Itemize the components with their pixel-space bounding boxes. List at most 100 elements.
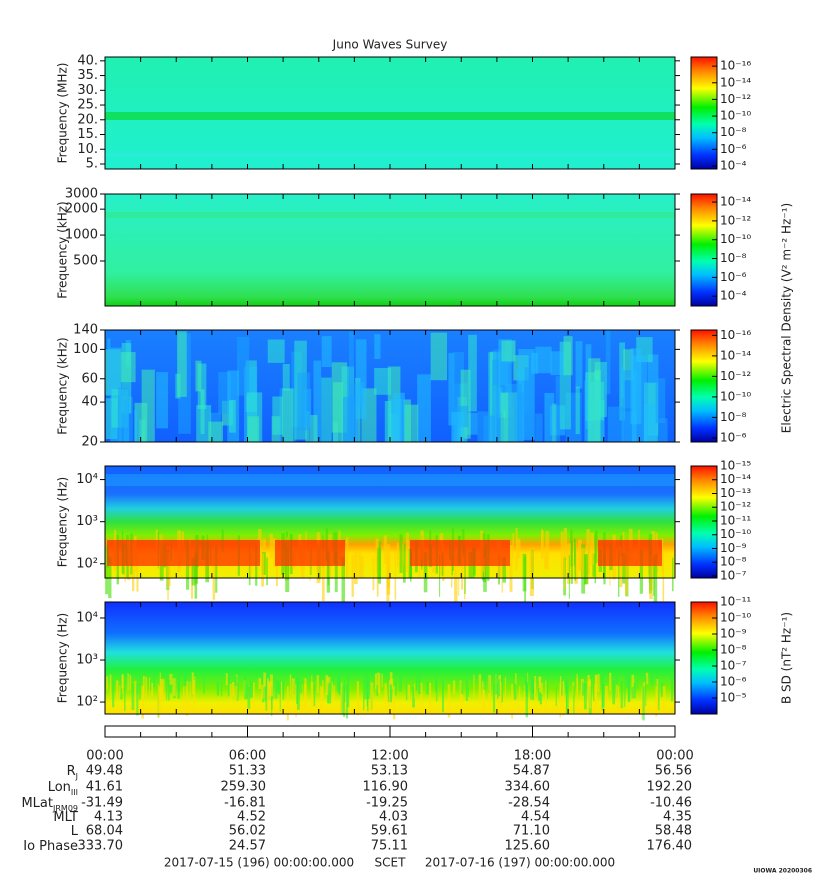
spectral-stripe — [296, 677, 300, 710]
spectral-patch — [297, 372, 311, 431]
spectral-stripe — [266, 678, 269, 711]
spectral-stripe — [327, 552, 330, 586]
colorbar-tick-label: 10⁻⁶ — [720, 430, 747, 444]
spectral-stripe — [279, 678, 281, 712]
spectral-stripe — [615, 684, 618, 700]
spectral-patch — [275, 540, 345, 566]
ephemeris-label: L — [71, 824, 79, 839]
spectral-stripe — [478, 674, 482, 705]
ephemeris-value: -19.25 — [366, 796, 408, 811]
ephemeris-label-text: MLT — [53, 810, 78, 825]
y-tick-label: 5. — [86, 156, 98, 171]
spectral-patch — [107, 540, 260, 566]
spectral-patch — [197, 363, 207, 410]
spectral-stripe — [500, 682, 502, 714]
ephemeris-value: 259.30 — [221, 780, 267, 795]
spectral-patch — [417, 374, 431, 442]
spectral-stripe — [657, 678, 660, 711]
spectral-stripe — [332, 677, 335, 693]
spectral-stripe — [386, 546, 391, 595]
spectral-stripe — [336, 674, 339, 692]
spectral-stripe — [261, 684, 264, 699]
colorbar-tick-label: 10⁻¹⁴ — [720, 195, 751, 209]
spectral-stripe — [597, 674, 600, 693]
spectral-stripe — [660, 682, 664, 697]
spectral-stripe — [384, 683, 387, 704]
spectral-stripe — [148, 677, 151, 703]
spectral-stripe — [617, 686, 619, 712]
spectral-stripe — [406, 532, 409, 572]
spectral-stripe — [588, 679, 591, 709]
spectral-stripe — [594, 530, 598, 564]
emission-band — [105, 153, 675, 156]
spectral-patch — [468, 334, 477, 412]
spectral-stripe — [225, 673, 228, 686]
spectral-stripe — [622, 553, 626, 584]
spectral-stripe — [377, 672, 380, 693]
spectral-stripe — [313, 684, 316, 707]
spectral-stripe — [662, 552, 665, 602]
spectral-patch — [575, 386, 580, 435]
spectral-stripe — [488, 675, 492, 710]
spectral-stripe — [178, 682, 180, 693]
spectral-stripe — [261, 553, 265, 587]
spectral-patch — [134, 409, 138, 442]
spectral-stripe — [568, 555, 570, 599]
spectral-stripe — [109, 674, 112, 698]
spectral-stripe — [379, 673, 381, 696]
colorbar-tick-label: 10⁻⁶ — [720, 675, 747, 689]
spectral-stripe — [333, 685, 336, 702]
spectral-stripe — [412, 686, 415, 708]
spectral-stripe — [450, 554, 453, 588]
spectral-patch — [492, 359, 500, 442]
spectral-stripe — [522, 553, 527, 592]
spectral-stripe — [649, 554, 653, 600]
ephemeris-value: 51.33 — [229, 764, 266, 779]
spectral-stripe — [671, 557, 674, 592]
colorbar-tick-label: 10⁻¹⁶ — [720, 59, 751, 73]
spectral-stripe — [626, 672, 629, 689]
spectral-stripe — [423, 552, 428, 593]
spectral-patch — [508, 392, 524, 442]
spectral-stripe — [612, 680, 616, 705]
colorbar-tick-label: 10⁻⁸ — [720, 125, 747, 139]
ephemeris-label: MLatJRM09 — [21, 796, 78, 813]
colorbar-tick-label: 10⁻⁹ — [720, 541, 747, 555]
colorbar-tick-label: 10⁻⁵ — [720, 691, 747, 705]
ephemeris-value: -28.54 — [508, 796, 550, 811]
spectral-patch — [177, 331, 187, 397]
spectral-stripe — [586, 529, 590, 576]
y-tick-label: 100 — [73, 342, 98, 357]
spectral-stripe — [112, 681, 115, 708]
spectral-stripe — [631, 674, 635, 698]
ephemeris-label: LonIII — [48, 780, 78, 797]
spectral-stripe — [584, 554, 586, 585]
colorbar-tick-label: 10⁻¹² — [720, 369, 751, 383]
spectral-stripe — [651, 675, 654, 686]
spectral-patch — [535, 346, 552, 374]
spectral-stripe — [215, 545, 218, 593]
spectral-stripe — [495, 672, 498, 695]
spectral-patch — [544, 392, 555, 442]
spectral-stripe — [534, 683, 536, 706]
spectral-stripe — [134, 680, 137, 703]
spectral-patch — [309, 415, 318, 442]
spectral-stripe — [231, 682, 235, 697]
spectral-stripe — [277, 682, 281, 695]
spectral-stripe — [594, 534, 597, 584]
colorbar-tick-label: 10⁻¹⁴ — [720, 75, 751, 89]
spectral-stripe — [504, 677, 506, 703]
spectral-stripe — [399, 675, 402, 692]
spectral-patch — [141, 369, 155, 442]
spectral-stripe — [572, 681, 574, 696]
spectral-stripe — [341, 556, 345, 606]
ephemeris-value: 54.87 — [513, 764, 550, 779]
spectral-stripe — [545, 530, 550, 570]
spectral-stripe — [360, 556, 364, 578]
y-tick-label: 25. — [77, 98, 98, 113]
spectral-patch — [282, 388, 294, 442]
spectral-patch — [575, 341, 583, 389]
spectral-stripe — [263, 672, 266, 687]
spectral-patch — [655, 378, 666, 424]
